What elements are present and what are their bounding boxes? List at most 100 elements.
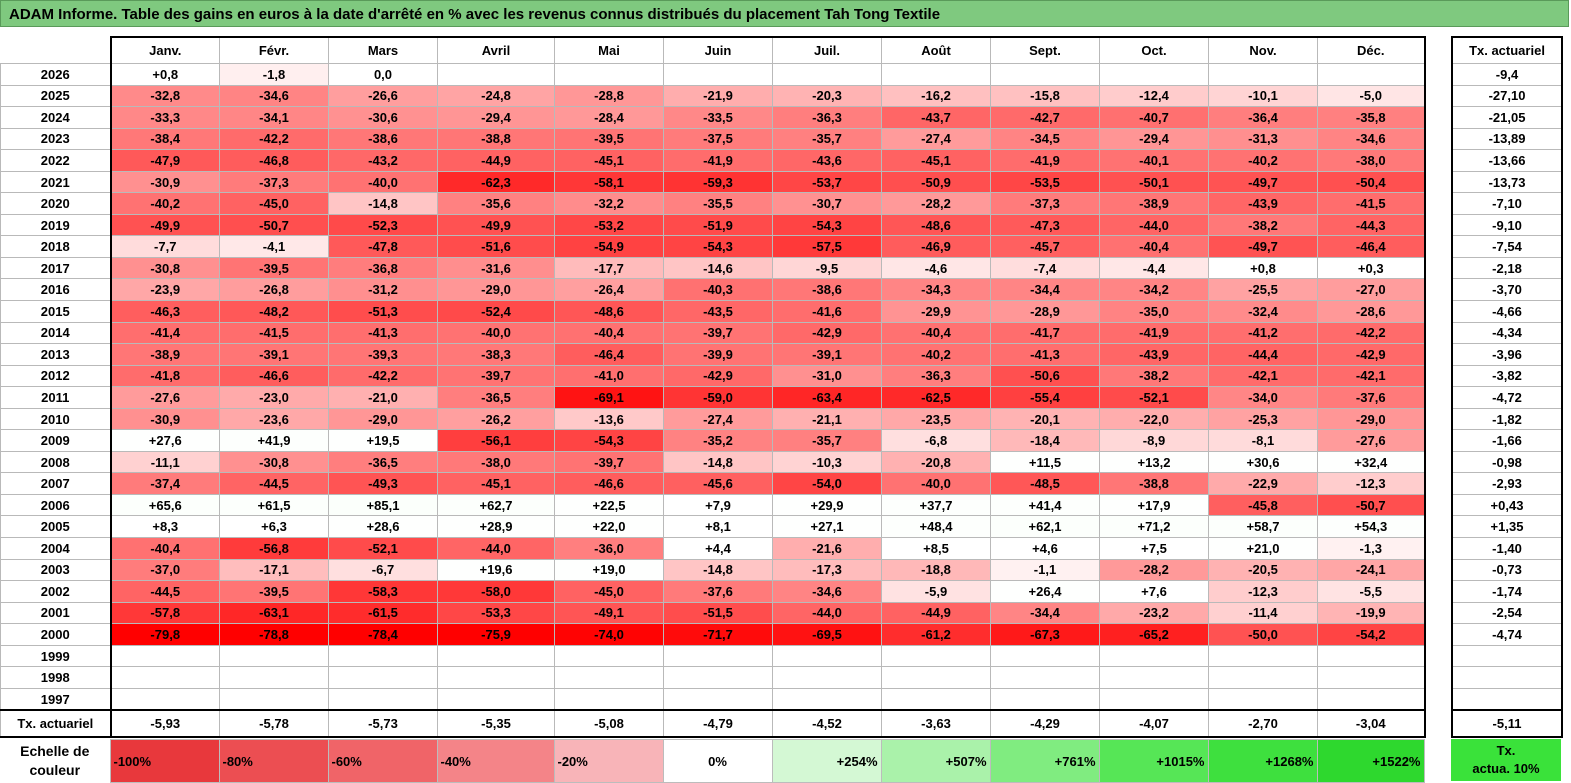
gain-cell: -51,3	[328, 300, 438, 323]
color-scale-swatch: +254%	[771, 739, 882, 783]
tx-actuariel-cell: -13,89	[1451, 127, 1563, 151]
tx-actuariel-cell: -3,82	[1451, 364, 1563, 388]
gain-cell: -65,2	[1099, 623, 1209, 646]
gain-cell: -40,3	[663, 278, 773, 302]
gain-cell: -43,6	[772, 149, 882, 172]
gain-cell: -18,4	[990, 429, 1100, 452]
gain-cell: -20,8	[881, 450, 991, 474]
gain-cell: -9,5	[772, 256, 882, 280]
year-label: 2010	[0, 407, 112, 431]
gain-cell: -39,5	[554, 127, 664, 151]
report-title: ADAM Informe. Table des gains en euros à…	[0, 0, 1569, 27]
gain-cell: -29,0	[437, 278, 555, 302]
gain-cell: +0,3	[1317, 256, 1426, 280]
gain-cell	[1208, 644, 1318, 668]
gain-cell: -50,7	[1317, 493, 1426, 517]
color-scale-swatch: -60%	[327, 739, 438, 783]
gain-cell: -21,6	[772, 537, 882, 560]
gain-cell: -69,5	[772, 623, 882, 646]
gain-cell: -46,3	[110, 300, 220, 323]
color-scale-swatch: -80%	[218, 739, 329, 783]
gain-cell: -30,7	[772, 192, 882, 215]
gain-cell: -41,4	[110, 321, 220, 345]
year-label: 2023	[0, 127, 112, 151]
gain-cell	[554, 63, 664, 86]
gain-cell: -11,4	[1208, 601, 1318, 625]
table-row: 1998	[0, 666, 1426, 689]
gain-cell: +6,3	[219, 515, 329, 539]
gain-cell: -16,2	[881, 84, 991, 108]
table-row: 2006 +65,6 +61,5 +85,1 +62,7 +22,5 +7,9 +29,9 +3…	[0, 493, 1426, 517]
table-row: 2013 -38,9 -39,1 -39,3 -38,3 -46,4 -39,9 -39,1-…	[0, 343, 1426, 366]
gain-cell: -34,0	[1208, 386, 1318, 409]
gain-cell: -51,6	[437, 235, 555, 258]
gain-cell: -46,6	[219, 364, 329, 388]
gain-cell: -14,8	[328, 192, 438, 215]
year-label: 2018	[0, 235, 112, 258]
gain-cell: -34,5	[990, 127, 1100, 151]
table-row: 2021 -30,9 -37,3 -40,0 -62,3 -58,1 -59,3 -53,7-…	[0, 170, 1426, 194]
gain-cell: +62,7	[437, 493, 555, 517]
table-row: 2012 -41,8 -46,6 -42,2 -39,7 -41,0 -42,9 -31,0-…	[0, 364, 1426, 388]
gain-cell: +7,9	[663, 493, 773, 517]
gain-cell: -39,5	[219, 256, 329, 280]
gain-cell: -56,1	[437, 429, 555, 452]
table-row: 2008 -11,1 -30,8 -36,5 -38,0 -39,7 -14,8 -10,3-…	[0, 450, 1426, 474]
gain-cell	[663, 666, 773, 689]
gain-cell: -56,8	[219, 537, 329, 560]
gain-cell: -48,6	[554, 300, 664, 323]
gain-cell: -37,6	[663, 580, 773, 603]
gain-cell: -50,9	[881, 170, 991, 194]
year-label: 2022	[0, 149, 112, 172]
gain-cell: -8,9	[1099, 429, 1209, 452]
gain-cell: +4,6	[990, 537, 1100, 560]
gain-cell	[881, 666, 991, 689]
table-row: 2020 -40,2 -45,0 -14,8 -35,6 -32,2 -35,5 -30,7-…	[0, 192, 1426, 215]
gain-cell: -11,1	[110, 450, 220, 474]
gain-cell: -49,7	[1208, 170, 1318, 194]
gain-cell: +19,6	[437, 558, 555, 582]
gain-cell: -45,8	[1208, 493, 1318, 517]
month-header: Déc.	[1317, 36, 1426, 64]
gain-cell: -40,0	[437, 321, 555, 345]
gain-cell: -39,1	[219, 343, 329, 366]
gain-cell: -35,6	[437, 192, 555, 215]
year-label: 2012	[0, 364, 112, 388]
footer-rate-cell: -4,07	[1099, 709, 1209, 739]
year-label: 2016	[0, 278, 112, 302]
gain-cell: -29,4	[1099, 127, 1209, 151]
gain-cell: -49,3	[328, 472, 438, 495]
footer-rate-cell: -2,70	[1208, 709, 1318, 739]
gain-cell	[990, 666, 1100, 689]
gain-cell: -43,9	[1208, 192, 1318, 215]
gain-cell: -29,0	[1317, 407, 1426, 431]
year-label: 2007	[0, 472, 112, 495]
tx-actuariel-cell: -4,34	[1451, 321, 1563, 345]
gain-cell	[990, 63, 1100, 86]
gain-cell: -30,9	[110, 407, 220, 431]
year-label: 2011	[0, 386, 112, 409]
gain-cell: -41,3	[990, 343, 1100, 366]
gain-cell: -36,4	[1208, 106, 1318, 129]
gain-cell: +21,0	[1208, 537, 1318, 560]
tx-actuariel-cell: -13,66	[1451, 149, 1563, 172]
gain-cell	[1099, 687, 1209, 711]
color-scale-label-line2: couleur	[29, 762, 81, 778]
color-scale-tx-line2: actua. 10%	[1472, 761, 1540, 776]
gain-cell: -32,8	[110, 84, 220, 108]
gain-cell: -21,9	[663, 84, 773, 108]
gain-cell: -35,8	[1317, 106, 1426, 129]
gain-cell: -45,0	[219, 192, 329, 215]
gain-cell: -41,9	[663, 149, 773, 172]
gain-cell: -52,4	[437, 300, 555, 323]
gain-cell: -34,1	[219, 106, 329, 129]
gain-cell: -53,3	[437, 601, 555, 625]
color-scale-swatch: +1015%	[1098, 739, 1209, 783]
gain-cell: -38,8	[437, 127, 555, 151]
footer-rate-cell: -5,78	[219, 709, 329, 739]
gain-cell	[219, 644, 329, 668]
month-header: Janv.	[110, 36, 220, 64]
year-label: 1999	[0, 644, 112, 668]
gain-cell: -14,6	[663, 256, 773, 280]
gain-cell: -28,6	[1317, 300, 1426, 323]
